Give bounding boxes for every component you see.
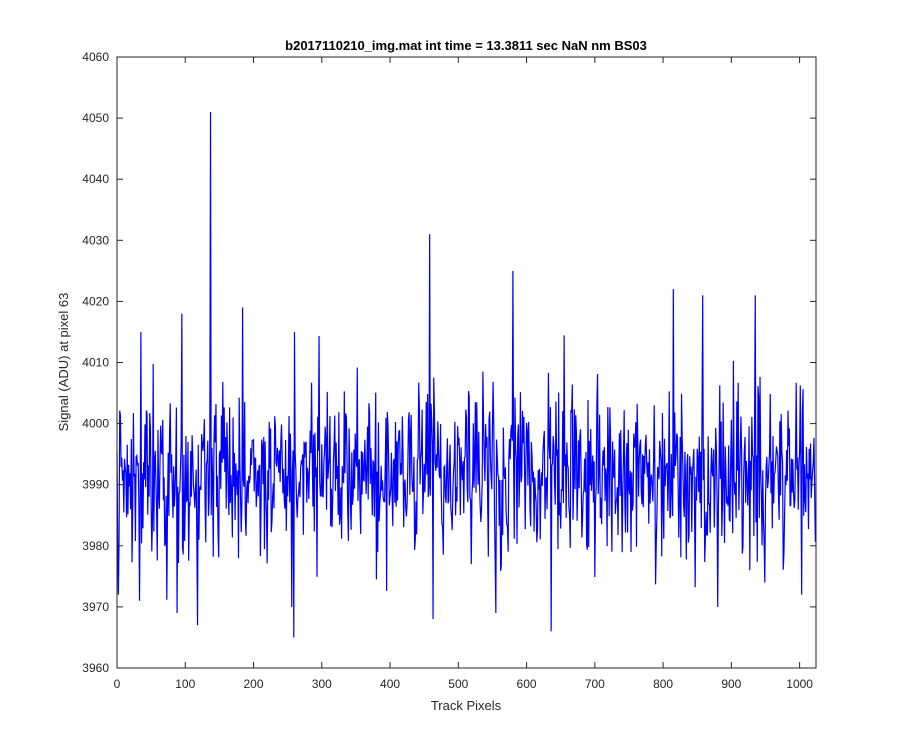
x-tick-label: 1000 [786, 677, 813, 691]
x-axis-label: Track Pixels [431, 698, 502, 713]
x-tick-label: 400 [380, 677, 400, 691]
y-tick-label: 3960 [82, 661, 109, 675]
x-tick-label: 900 [721, 677, 741, 691]
y-tick-label: 4060 [82, 50, 109, 64]
x-tick-label: 700 [585, 677, 605, 691]
y-axis-label: Signal (ADU) at pixel 63 [56, 293, 71, 432]
y-tick-label: 3980 [82, 539, 109, 553]
x-tick-label: 800 [653, 677, 673, 691]
y-tick-label: 3970 [82, 600, 109, 614]
x-tick-label: 200 [244, 677, 264, 691]
y-tick-label: 4050 [82, 111, 109, 125]
x-tick-label: 0 [114, 677, 121, 691]
series-line [116, 111, 816, 638]
y-tick-label: 4030 [82, 233, 109, 247]
y-tick-label: 4010 [82, 356, 109, 370]
chart-title: b2017110210_img.mat int time = 13.3811 s… [285, 38, 647, 53]
x-tick-label: 500 [448, 677, 468, 691]
plot-area-background [117, 57, 816, 668]
x-axis: 0 100 200 300 400 500 600 700 800 900 1000 [114, 57, 813, 691]
y-axis: 3960 3970 3980 3990 4000 4010 4020 4030 4040 4050… [82, 50, 816, 675]
y-tick-label: 4020 [82, 294, 109, 308]
series-layer [116, 111, 816, 638]
y-tick-label: 3990 [82, 478, 109, 492]
x-tick-label: 600 [517, 677, 537, 691]
x-tick-label: 100 [175, 677, 195, 691]
x-tick-label: 300 [312, 677, 332, 691]
y-tick-label: 4040 [82, 172, 109, 186]
y-tick-label: 4000 [82, 417, 109, 431]
